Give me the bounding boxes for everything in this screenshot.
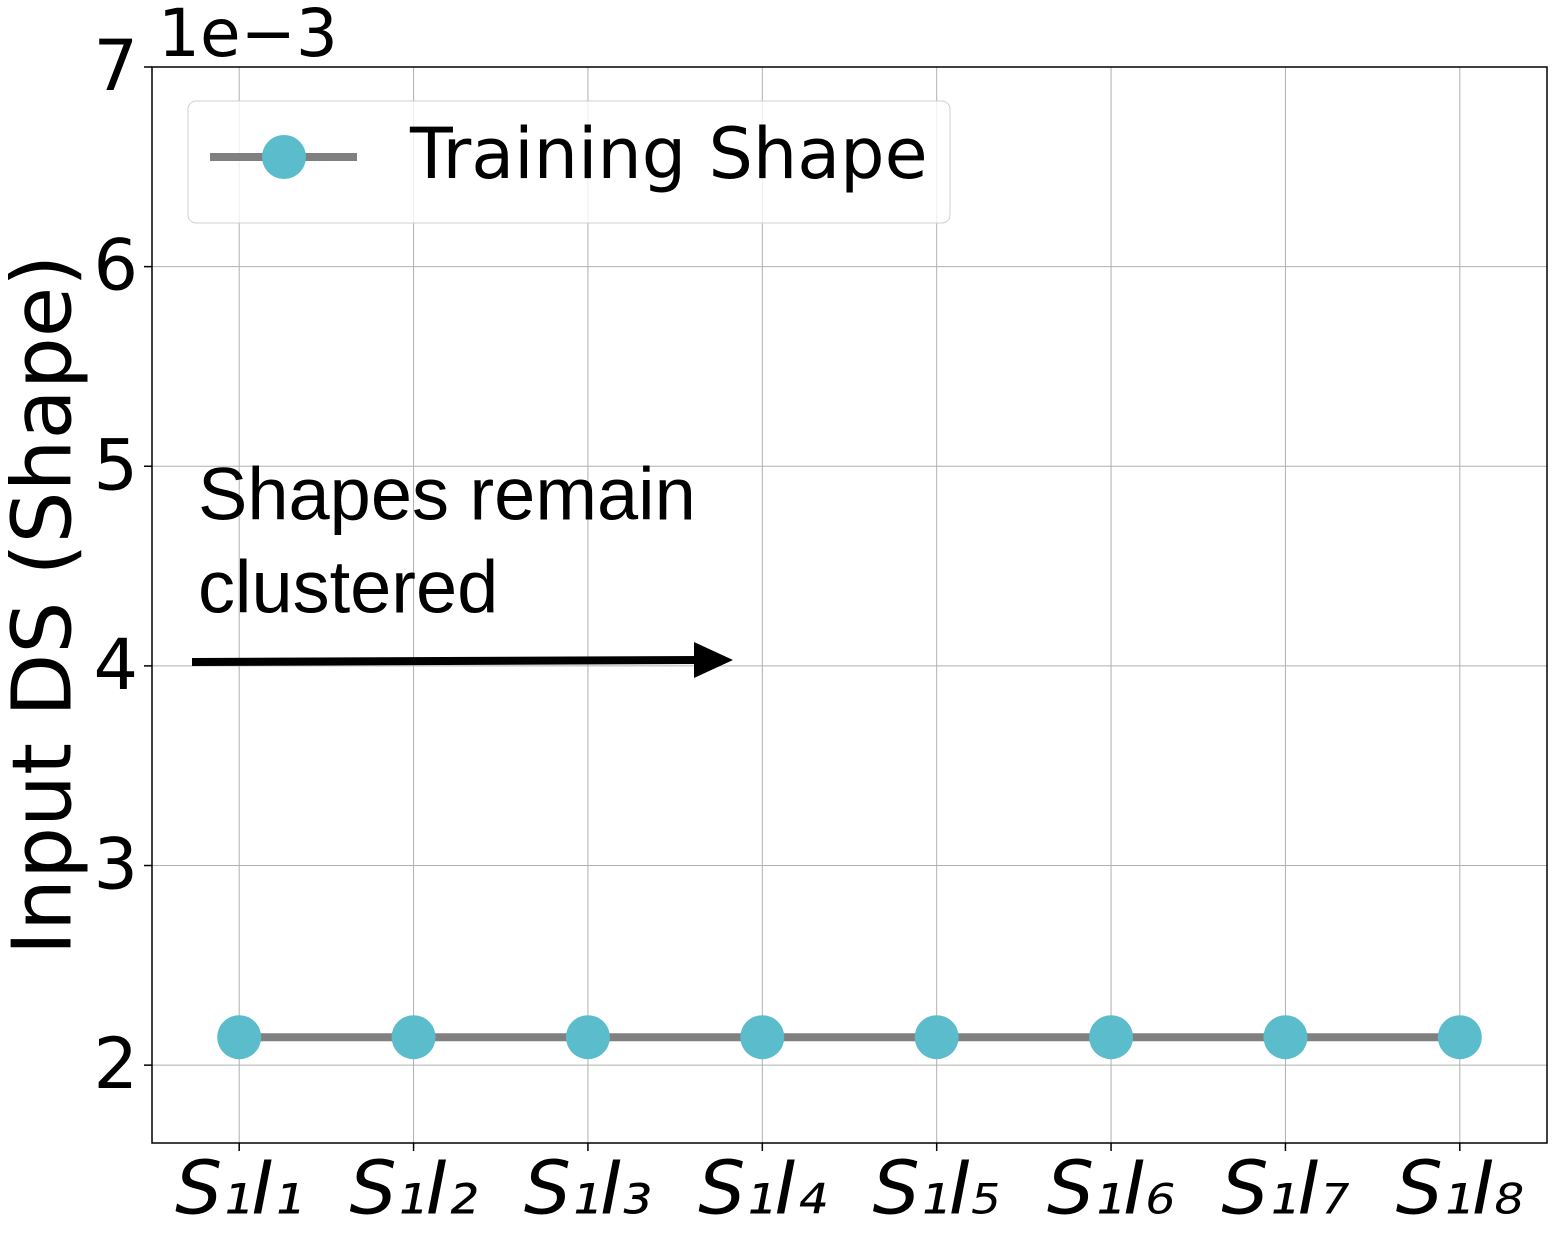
y-tick-label: 6 xyxy=(93,225,138,307)
y-tick-label: 2 xyxy=(93,1023,138,1105)
x-tick-label: S₁I₅ xyxy=(873,1146,1001,1232)
y-offset-label: 1e−3 xyxy=(158,0,338,72)
marker xyxy=(565,1015,610,1060)
annotation: Shapes remain xyxy=(198,453,696,536)
legend-marker xyxy=(262,135,306,179)
x-tick-label: S₁I₂ xyxy=(349,1146,477,1232)
y-axis-label: Input DS (Shape) xyxy=(0,255,90,955)
legend-box xyxy=(187,100,951,224)
x-tick-label: S₁I₄ xyxy=(698,1146,826,1232)
y-tick-label: 3 xyxy=(93,824,138,906)
marker xyxy=(1263,1015,1308,1060)
x-tick-label: S₁I₆ xyxy=(1047,1146,1175,1232)
marker xyxy=(914,1015,959,1060)
x-tick-label: S₁I₃ xyxy=(524,1146,652,1232)
marker xyxy=(1437,1015,1482,1060)
x-tick-label: S₁I₁ xyxy=(175,1146,303,1232)
y-tick-label: 4 xyxy=(93,624,138,706)
x-tick-label: S₁I₈ xyxy=(1396,1146,1524,1232)
legend-label: Training Shape xyxy=(409,113,928,195)
marker xyxy=(740,1015,785,1060)
y-tick-label: 5 xyxy=(93,424,138,506)
y-tick-label: 7 xyxy=(93,25,138,107)
annotation-arrowhead xyxy=(694,642,733,678)
marker xyxy=(1089,1015,1134,1060)
axes-frame xyxy=(151,66,1548,1144)
annotation-arrow xyxy=(191,656,701,666)
marker xyxy=(391,1015,436,1060)
annotation: clustered xyxy=(198,546,498,629)
x-tick-label: S₁I₇ xyxy=(1221,1146,1349,1232)
marker xyxy=(217,1015,262,1060)
